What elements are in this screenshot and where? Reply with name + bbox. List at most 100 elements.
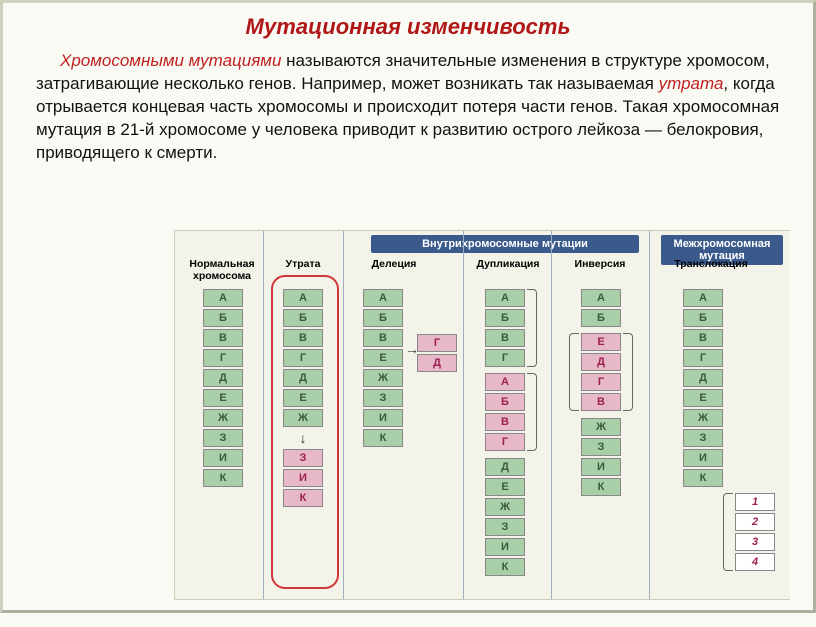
brace-trans	[723, 493, 733, 571]
gene-box: Ж	[485, 498, 525, 516]
brace-dup-2	[527, 373, 537, 451]
gene-box: Д	[283, 369, 323, 387]
gene-box: Г	[485, 433, 525, 451]
gene-box: В	[363, 329, 403, 347]
gene-box: 4	[735, 553, 775, 571]
col-dup-mid: АБВГ	[485, 373, 529, 453]
sep-3	[463, 231, 464, 599]
col-header-duplication: Дупликация	[469, 259, 547, 293]
gene-box: Е	[581, 333, 621, 351]
gene-box: 3	[735, 533, 775, 551]
gene-box: Г	[417, 334, 457, 352]
gene-box: А	[485, 289, 525, 307]
gene-box: Г	[683, 349, 723, 367]
chromosome-diagram: Внутрихромосомные мутации Межхромосомная…	[174, 230, 790, 600]
gene-box: А	[683, 289, 723, 307]
em-chrom-mutations: Хромосомными мутациями	[60, 51, 286, 70]
body-paragraph: Хромосомными мутациями называются значит…	[36, 50, 786, 165]
sep-2	[343, 231, 344, 599]
gene-box: И	[683, 449, 723, 467]
sep-5	[649, 231, 650, 599]
gene-box: Б	[485, 393, 525, 411]
col-header-inversion: Инверсия	[565, 259, 635, 293]
gene-box: Ж	[581, 418, 621, 436]
gene-box: З	[485, 518, 525, 536]
gene-box: Е	[203, 389, 243, 407]
gene-box: А	[203, 289, 243, 307]
gene-box: Д	[417, 354, 457, 372]
brace-inv-r	[623, 333, 633, 411]
gene-box: З	[683, 429, 723, 447]
gene-box: Е	[283, 389, 323, 407]
gene-box: Г	[203, 349, 243, 367]
gene-box: Д	[581, 353, 621, 371]
sep-4	[551, 231, 552, 599]
gene-box: А	[283, 289, 323, 307]
em-utrata: утрата	[659, 74, 724, 93]
gene-box: Ж	[683, 409, 723, 427]
gene-box: Б	[283, 309, 323, 327]
gene-box: В	[485, 329, 525, 347]
gene-box: В	[203, 329, 243, 347]
title-text: Мутационная изменчивость	[245, 14, 570, 39]
gene-box: И	[485, 538, 525, 556]
col-trans-extra: 1 2 3 4	[735, 493, 779, 573]
col-dup-bot: ДЕЖЗИК	[485, 458, 529, 578]
gene-box: И	[203, 449, 243, 467]
col-trans-main: АБВГДЕЖЗИК	[683, 289, 727, 489]
gene-box: Д	[203, 369, 243, 387]
gene-box: Д	[485, 458, 525, 476]
gene-box: Ж	[203, 409, 243, 427]
gene-box: З	[203, 429, 243, 447]
gene-box: А	[581, 289, 621, 307]
col-header-normal: Нормальная хромосома	[183, 259, 261, 293]
gene-box: К	[581, 478, 621, 496]
gene-box: И	[363, 409, 403, 427]
group-header-intra: Внутрихромосомные мутации	[371, 235, 639, 253]
col-inv-mid: ЕДГВ	[581, 333, 625, 413]
gene-box: К	[363, 429, 403, 447]
col-deletion-out: ГД	[417, 334, 461, 374]
gene-box: В	[485, 413, 525, 431]
gene-box: Е	[683, 389, 723, 407]
gene-box: К	[485, 558, 525, 576]
gene-box: А	[363, 289, 403, 307]
gene-box: В	[683, 329, 723, 347]
gene-box: Г	[581, 373, 621, 391]
gene-box: И	[581, 458, 621, 476]
gene-box: Ж	[363, 369, 403, 387]
col-normal: АБВГДЕЖЗИК	[203, 289, 247, 489]
gene-box: В	[581, 393, 621, 411]
gene-box: Б	[581, 309, 621, 327]
brace-dup-1	[527, 289, 537, 367]
sep-1	[263, 231, 264, 599]
gene-box: К	[283, 489, 323, 507]
gene-box: К	[203, 469, 243, 487]
brace-inv	[569, 333, 579, 411]
gene-box: Г	[485, 349, 525, 367]
col-header-loss: Утрата	[273, 259, 333, 293]
gene-box: З	[581, 438, 621, 456]
col-loss-bot: ЗИК	[283, 449, 327, 509]
col-loss-top: АБВГДЕЖ	[283, 289, 327, 429]
gene-box: З	[363, 389, 403, 407]
gene-box: Е	[363, 349, 403, 367]
col-inv-bot: ЖЗИК	[581, 418, 625, 498]
gene-box: Б	[363, 309, 403, 327]
gene-box: И	[283, 469, 323, 487]
gene-box: А	[485, 373, 525, 391]
gene-box: 1	[735, 493, 775, 511]
col-header-translocation: Транслокация	[661, 259, 761, 293]
page-title: Мутационная изменчивость	[0, 14, 816, 40]
gene-box: 2	[735, 513, 775, 531]
col-dup-top: АБВГ	[485, 289, 529, 369]
gene-box: В	[283, 329, 323, 347]
arrow-loss: ↓	[283, 431, 323, 447]
gene-box: Б	[683, 309, 723, 327]
gene-box: Е	[485, 478, 525, 496]
col-deletion: АБВЕЖЗИК	[363, 289, 407, 449]
gene-box: Б	[485, 309, 525, 327]
gene-box: Д	[683, 369, 723, 387]
gene-box: К	[683, 469, 723, 487]
col-inv-top: АБ	[581, 289, 625, 329]
